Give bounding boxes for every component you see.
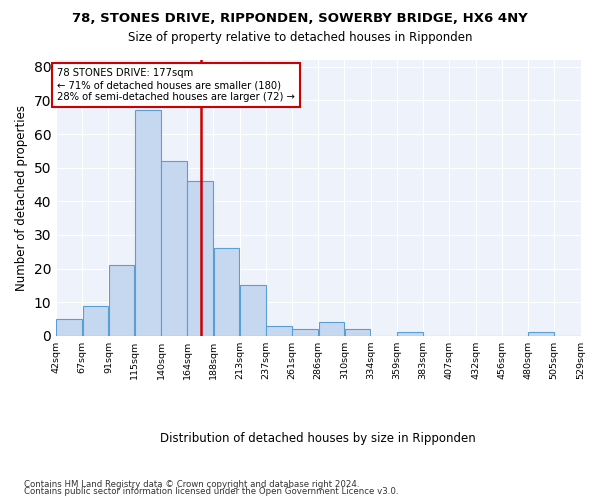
Bar <box>529 332 554 336</box>
Bar <box>135 110 161 336</box>
Bar <box>397 332 423 336</box>
Text: 78 STONES DRIVE: 177sqm
← 71% of detached houses are smaller (180)
28% of semi-d: 78 STONES DRIVE: 177sqm ← 71% of detache… <box>57 68 295 102</box>
Bar <box>187 181 213 336</box>
Text: 78, STONES DRIVE, RIPPONDEN, SOWERBY BRIDGE, HX6 4NY: 78, STONES DRIVE, RIPPONDEN, SOWERBY BRI… <box>72 12 528 24</box>
Bar <box>266 326 292 336</box>
Text: Contains public sector information licensed under the Open Government Licence v3: Contains public sector information licen… <box>24 487 398 496</box>
Bar <box>56 319 82 336</box>
Text: Size of property relative to detached houses in Ripponden: Size of property relative to detached ho… <box>128 31 472 44</box>
Bar <box>292 329 318 336</box>
Y-axis label: Number of detached properties: Number of detached properties <box>15 105 28 291</box>
Bar <box>109 265 134 336</box>
Bar <box>214 248 239 336</box>
Bar <box>345 329 370 336</box>
Bar <box>83 306 108 336</box>
Bar <box>161 161 187 336</box>
Text: Contains HM Land Registry data © Crown copyright and database right 2024.: Contains HM Land Registry data © Crown c… <box>24 480 359 489</box>
Bar <box>319 322 344 336</box>
X-axis label: Distribution of detached houses by size in Ripponden: Distribution of detached houses by size … <box>160 432 476 445</box>
Bar <box>240 286 266 336</box>
